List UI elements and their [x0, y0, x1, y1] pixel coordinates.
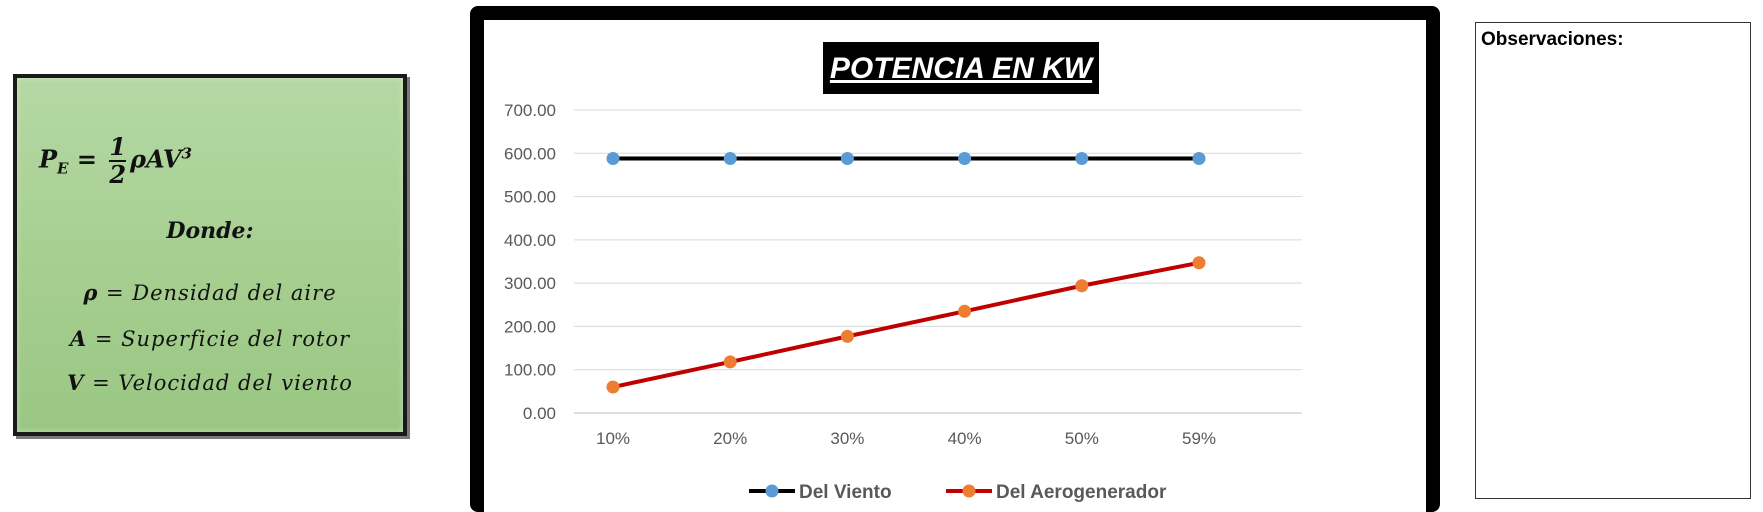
chart-title: POTENCIA EN KW — [830, 52, 1095, 85]
chart-area: POTENCIA EN KW 0.00 100.00 200.00 300.00 400.… — [484, 20, 1426, 512]
data-point — [606, 151, 620, 165]
series-line-2 — [612, 260, 1200, 389]
data-point — [1075, 151, 1089, 165]
x-tick-label: 59% — [1182, 429, 1216, 448]
y-tick-label: 100.00 — [504, 361, 556, 380]
observations-label: Observaciones: — [1481, 29, 1624, 50]
x-tick-label: 10% — [596, 429, 630, 448]
definition-area: A = Superficie del rotor — [69, 326, 351, 351]
eq-lhs: P — [39, 144, 58, 174]
definition-rho: ρ = Densidad del aire — [83, 280, 337, 305]
data-point — [958, 151, 972, 165]
x-tick-label: 30% — [830, 429, 864, 448]
y-tick-label: 300.00 — [504, 274, 556, 293]
eq-rhs: ρAV — [130, 144, 182, 174]
data-point — [840, 151, 854, 165]
x-tick-label: 50% — [1065, 429, 1099, 448]
y-tick-label: 0.00 — [523, 404, 556, 423]
legend-label: Del Viento — [799, 482, 892, 503]
legend-label: Del Aerogenerador — [996, 482, 1167, 503]
legend-marker — [962, 484, 976, 498]
y-tick-label: 700.00 — [504, 101, 556, 120]
chart-title-background — [823, 42, 1099, 94]
donde-label: Donde: — [166, 218, 254, 244]
data-point — [958, 304, 972, 318]
power-chart: POTENCIA EN KW 0.00 100.00 200.00 300.00 400.… — [504, 42, 1302, 503]
data-point — [606, 380, 620, 394]
eq-fraction: 1 2 — [109, 132, 127, 189]
power-equation: PE = 1 2 ρAV3 — [39, 132, 192, 189]
data-point — [723, 151, 737, 165]
chart-frame: POTENCIA EN KW 0.00 100.00 200.00 300.00 400.… — [470, 6, 1440, 512]
data-point — [723, 355, 737, 369]
y-tick-label: 600.00 — [504, 144, 556, 163]
formula-panel: PE = 1 2 ρAV3 Donde: ρ = Densidad del ai… — [13, 74, 407, 436]
x-tick-label: 20% — [713, 429, 747, 448]
observations-box[interactable]: Observaciones: — [1475, 22, 1751, 499]
definition-velocity: V = Velocidad del viento — [67, 370, 353, 395]
y-tick-label: 400.00 — [504, 231, 556, 250]
y-tick-label: 500.00 — [504, 188, 556, 207]
eq-rhs-exponent: 3 — [181, 144, 192, 163]
data-point — [1075, 279, 1089, 293]
eq-fraction-numerator: 1 — [109, 132, 127, 162]
eq-lhs-subscript: E — [57, 159, 69, 178]
data-point — [1192, 151, 1206, 165]
x-tick-label: 40% — [948, 429, 982, 448]
legend-marker — [765, 484, 779, 498]
data-point — [840, 329, 854, 343]
eq-fraction-denominator: 2 — [109, 160, 127, 189]
data-point — [1192, 256, 1206, 270]
y-tick-label: 200.00 — [504, 317, 556, 336]
